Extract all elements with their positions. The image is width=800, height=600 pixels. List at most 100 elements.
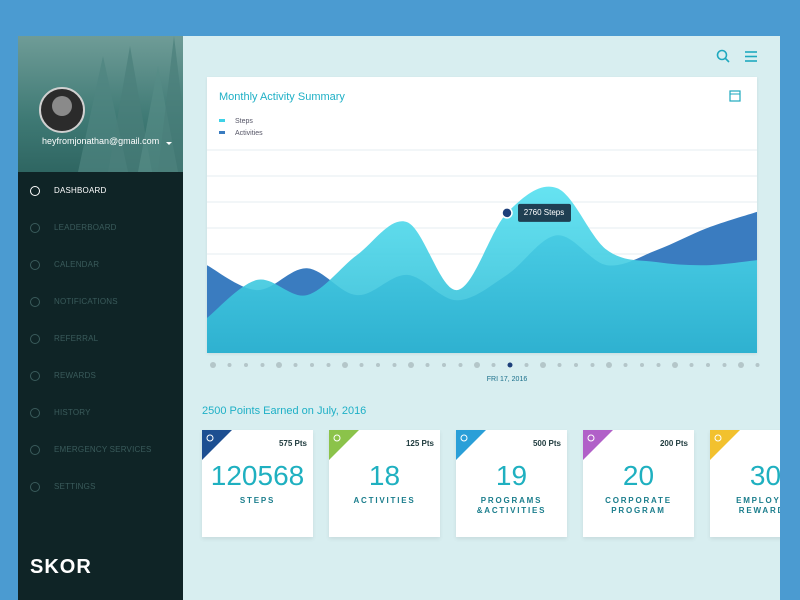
menu-icon[interactable] <box>30 223 40 233</box>
badge-icon <box>460 434 468 442</box>
timeline-dot[interactable] <box>210 362 216 368</box>
tooltip-label: 2760 Steps <box>524 208 564 217</box>
legend-swatch <box>219 131 225 134</box>
timeline-dot[interactable] <box>706 363 710 367</box>
timeline-dot[interactable] <box>590 363 595 367</box>
card-badge <box>583 430 613 460</box>
timeline-dot[interactable] <box>227 363 232 367</box>
forest-image <box>39 36 183 172</box>
timeline-dot[interactable] <box>689 363 694 367</box>
timeline-dot[interactable] <box>656 363 661 367</box>
timeline-dot[interactable] <box>293 363 298 367</box>
menu-icon[interactable] <box>30 408 40 418</box>
top-icons <box>716 49 757 63</box>
menu-item[interactable]: LEADERBOARD <box>54 223 117 232</box>
stat-card[interactable]: 30 EMPLOYEEREWARDS <box>710 430 780 537</box>
app-window: heyfromjonathan@gmail.com DASHBOARD LEADE… <box>18 36 780 600</box>
card-value: 20 <box>622 460 655 491</box>
menu-item[interactable]: CALENDAR <box>54 260 100 269</box>
menu-icon[interactable] <box>30 260 40 270</box>
stat-card[interactable]: 575 Pts 120568 STEPS <box>202 430 313 537</box>
badge-triangle <box>456 430 486 460</box>
stat-card[interactable]: 500 Pts 19 PROGRAMS &ACTIVITIES <box>456 430 567 537</box>
timeline-dot[interactable] <box>244 363 248 367</box>
menu-icon[interactable] <box>745 51 757 62</box>
chart: Monthly Activity Summary Steps Activities… <box>207 90 757 353</box>
badge-icon <box>714 434 722 442</box>
timeline-dot[interactable] <box>755 363 760 367</box>
card-value: 30 <box>749 460 780 491</box>
card-badge <box>202 430 232 460</box>
badge-triangle <box>583 430 613 460</box>
badge-icon <box>587 434 595 442</box>
chart-card: Monthly Activity Summary Steps Activities… <box>207 77 757 353</box>
menu-icon[interactable] <box>30 186 40 196</box>
timeline-dot[interactable] <box>574 363 578 367</box>
data-point[interactable] <box>501 207 513 219</box>
card-value: 18 <box>368 460 401 491</box>
timeline-dot[interactable] <box>425 363 430 367</box>
dropdown-arrow[interactable] <box>166 142 172 145</box>
timeline-dot[interactable] <box>557 363 562 367</box>
menu-icon[interactable] <box>30 334 40 344</box>
timeline-dot[interactable] <box>326 363 331 367</box>
points-header: 2500 Points Earned on July, 2016 <box>202 405 367 417</box>
menu-item[interactable]: DASHBOARD <box>54 186 107 195</box>
timeline-dot[interactable] <box>722 363 727 367</box>
card-points: 500 Pts <box>532 439 561 448</box>
menu-icon[interactable] <box>30 297 40 307</box>
timeline-dot[interactable] <box>342 362 348 368</box>
area <box>207 186 757 353</box>
logo[interactable]: SKOR <box>30 556 92 578</box>
search-icon[interactable] <box>716 49 730 63</box>
timeline-dot[interactable] <box>623 363 628 367</box>
card-badge <box>329 430 359 460</box>
timeline-dot[interactable] <box>507 362 513 368</box>
timeline-dot[interactable] <box>392 363 397 367</box>
chart-title: Monthly Activity Summary <box>219 91 345 103</box>
card-label: CORPORATE <box>605 496 672 505</box>
timeline-dot[interactable] <box>408 362 414 368</box>
timeline-dot[interactable] <box>606 362 612 368</box>
timeline-dot[interactable] <box>672 362 678 368</box>
menu-icon[interactable] <box>30 371 40 381</box>
menu-item[interactable]: EMERGENCY SERVICES <box>54 445 152 454</box>
timeline-dot[interactable] <box>260 363 265 367</box>
timeline-dot[interactable] <box>442 363 446 367</box>
legend-label: Activities <box>235 130 263 137</box>
timeline-dot[interactable] <box>738 362 744 368</box>
badge-icon <box>333 434 341 442</box>
selected-date: FRI 17, 2016 <box>487 376 528 383</box>
timeline-dot[interactable] <box>540 362 546 368</box>
profile-header: heyfromjonathan@gmail.com <box>18 36 183 172</box>
calendar-icon[interactable] <box>729 90 741 102</box>
timeline-dot[interactable] <box>491 363 496 367</box>
timeline-dot[interactable] <box>474 362 480 368</box>
menu-item[interactable]: HISTORY <box>54 408 91 417</box>
card-badge <box>456 430 486 460</box>
stat-card[interactable]: 125 Pts 18 ACTIVITIES <box>329 430 440 537</box>
user-email[interactable]: heyfromjonathan@gmail.com <box>42 136 160 146</box>
menu-item[interactable]: REWARDS <box>54 371 96 380</box>
menu-icon[interactable] <box>30 445 40 455</box>
timeline-dot[interactable] <box>310 363 314 367</box>
timeline-dot[interactable] <box>524 363 529 367</box>
badge-triangle <box>710 430 740 460</box>
timeline-dot[interactable] <box>359 363 364 367</box>
tooltip-box <box>518 203 571 222</box>
timeline-dot[interactable] <box>376 363 380 367</box>
timeline-dot[interactable] <box>276 362 282 368</box>
stat-card[interactable]: 200 Pts 20 CORPORATE PROGRAM <box>583 430 694 537</box>
menu-item[interactable]: REFERRAL <box>54 334 99 343</box>
menu-item[interactable]: NOTIFICATIONS <box>54 297 118 306</box>
legend-swatch <box>219 119 225 122</box>
timeline-dot[interactable] <box>458 363 463 367</box>
card-value: 120568 <box>210 460 305 491</box>
badge-icon <box>206 434 214 442</box>
card-points: 125 Pts <box>405 439 434 448</box>
menu-icon[interactable] <box>30 482 40 492</box>
menu-item[interactable]: SETTINGS <box>54 482 96 491</box>
card-label: ACTIVITIES <box>353 496 416 505</box>
timeline-dot[interactable] <box>640 363 644 367</box>
